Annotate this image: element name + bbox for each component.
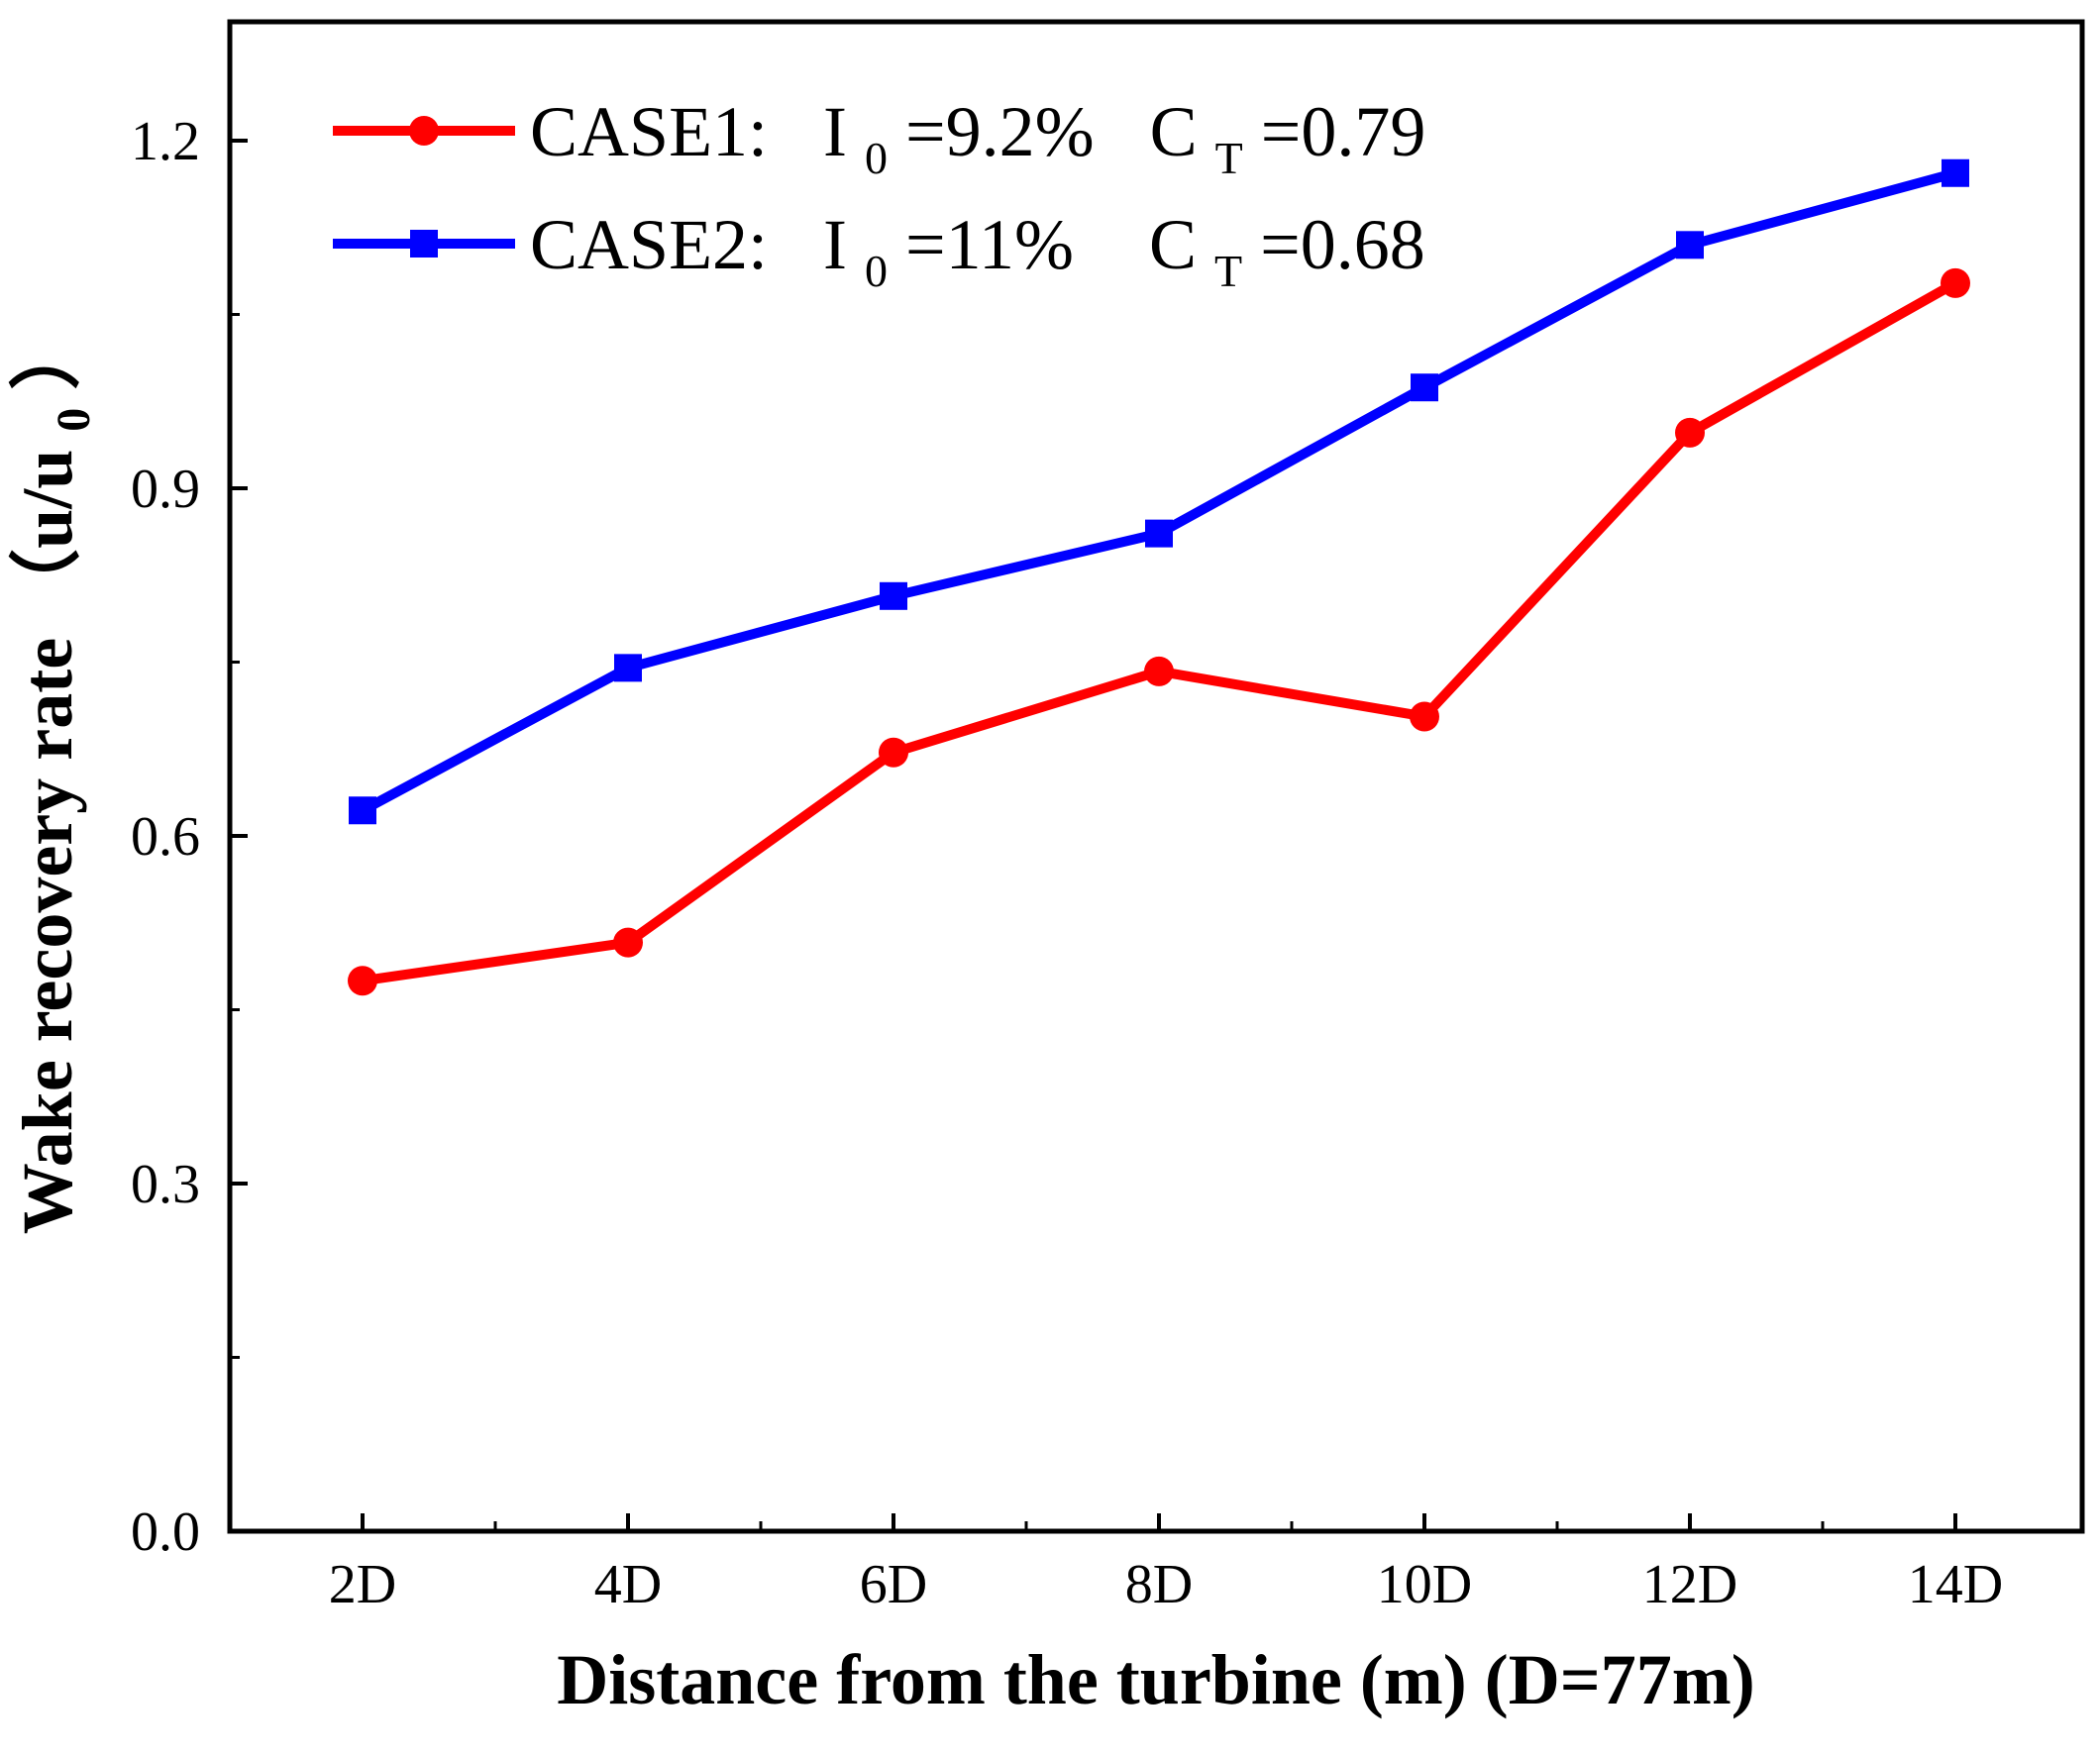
data-point-case2 [1411,373,1438,402]
x-tick-label: 8D [1125,1554,1193,1615]
legend-entry-case1: CASE1: I 0 =9.2% C T =0.79 [333,92,1425,189]
data-point-case1 [879,737,908,768]
x-tick-label: 10D [1377,1554,1472,1615]
y-axis-title: Wake recovery rate （u/u 0 ） [8,319,105,1235]
y-axis-title-main: Wake recovery rate （u/u [8,450,87,1235]
x-tick-label: 2D [329,1554,396,1615]
legend-case1-i-sub: 0 [865,133,888,183]
data-point-case2 [880,581,907,610]
data-point-case1 [1410,701,1439,732]
legend-case2-i-sub: 0 [865,246,888,296]
y-axis: 0.0 0.3 0.6 0.9 1.2 [131,111,248,1563]
data-point-case1 [613,927,643,958]
data-point-case1 [1675,417,1705,448]
x-tick-label: 12D [1642,1554,1737,1615]
y-tick-label: 1.2 [131,111,200,172]
x-axis: 2D 4D 6D 8D 10D 12D 14D [329,1513,2003,1615]
data-point-case1 [1941,267,1970,298]
data-point-case2 [614,654,642,682]
series-line-case1 [362,278,1958,986]
legend-case2-name: CASE2: [530,205,768,284]
data-point-case2 [1942,158,1969,187]
legend-case1-name: CASE1: [530,92,768,171]
y-axis-title-close: ） [8,319,87,390]
legend-case2-c-sub: T [1214,246,1242,296]
x-axis-title: Distance from the turbine (m) (D=77m) [557,1640,1754,1719]
data-point-case1 [1144,656,1174,686]
legend-case2-c-label: C [1149,205,1197,284]
legend-marker-case2 [410,230,438,258]
legend-case1-i-value: =9.2% [905,92,1095,171]
x-tick-label: 6D [860,1554,927,1615]
legend-case1-i-label: I [823,92,847,171]
y-tick-label: 0.6 [131,806,200,868]
legend-case2-c-value: =0.68 [1260,205,1425,284]
data-point-case2 [349,796,376,825]
legend: CASE1: I 0 =9.2% C T =0.79 CASE2: I 0 =1… [333,92,1425,302]
legend-case1-c-label: C [1150,92,1198,171]
y-tick-label: 0.9 [131,459,200,520]
y-tick-label: 0.3 [131,1154,200,1215]
legend-case2-i-label: I [823,205,847,284]
legend-case1-c-value: =0.79 [1261,92,1426,171]
plot-frame [227,19,2085,1534]
y-tick-label: 0.0 [131,1501,200,1563]
legend-label-case2: CASE2: I 0 =11% C T =0.68 [530,205,1425,302]
data-point-case1 [348,966,377,996]
legend-entry-case2: CASE2: I 0 =11% C T =0.68 [333,205,1425,302]
x-tick-label: 4D [594,1554,662,1615]
y-axis-title-sub: 0 [48,408,100,432]
x-tick-label: 14D [1908,1554,2003,1615]
data-point-case2 [1676,231,1704,259]
series-layer [348,158,1970,996]
legend-label-case1: CASE1: I 0 =9.2% C T =0.79 [530,92,1425,189]
data-point-case2 [1145,519,1173,548]
legend-case1-c-sub: T [1215,133,1243,183]
legend-case2-i-value: =11% [905,205,1074,284]
legend-marker-case1 [409,116,439,146]
